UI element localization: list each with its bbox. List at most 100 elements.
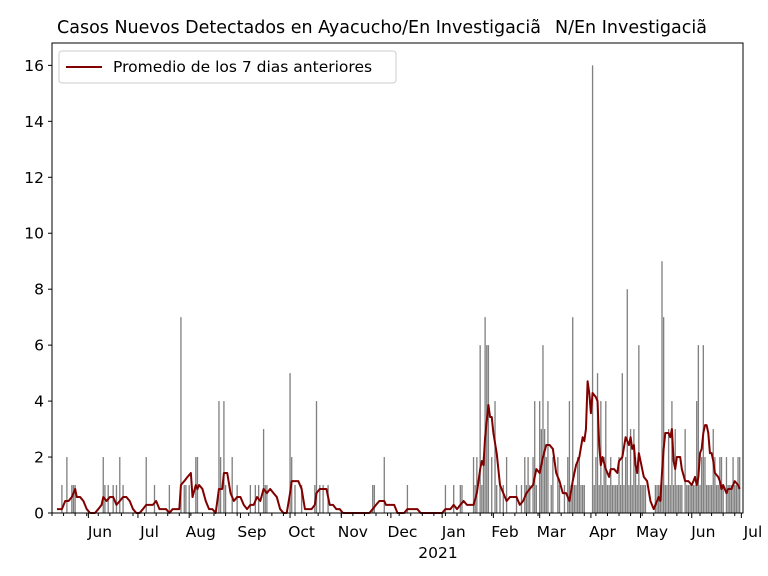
daily-bar — [223, 401, 225, 513]
daily-bar — [249, 485, 252, 513]
daily-bar — [616, 485, 619, 513]
daily-bar — [491, 457, 493, 513]
daily-bar — [236, 485, 238, 513]
x-year-label: 2021 — [418, 544, 457, 562]
daily-bar — [572, 317, 574, 513]
daily-bar — [705, 485, 708, 513]
x-tick-label: Feb — [491, 523, 518, 541]
daily-bar — [739, 457, 741, 513]
daily-bar — [481, 485, 483, 513]
daily-bar — [639, 485, 642, 513]
daily-bar — [654, 485, 657, 513]
daily-bar — [598, 485, 600, 513]
daily-bar — [677, 485, 680, 513]
daily-bar — [542, 345, 544, 513]
daily-bar — [714, 457, 716, 513]
daily-bar — [479, 345, 481, 513]
daily-bar — [634, 457, 637, 513]
daily-bar — [689, 485, 691, 513]
daily-bar — [666, 485, 668, 513]
daily-bar — [667, 429, 670, 513]
daily-bar — [573, 485, 576, 513]
daily-bar — [461, 485, 463, 513]
daily-bar — [558, 485, 561, 513]
daily-bar — [687, 485, 690, 513]
daily-bar — [529, 485, 531, 513]
daily-bar — [669, 485, 671, 513]
daily-bar — [72, 485, 75, 513]
daily-bar — [459, 485, 461, 513]
daily-bar — [266, 485, 268, 513]
daily-bar — [527, 457, 529, 513]
daily-bar — [623, 485, 625, 513]
daily-bar — [552, 457, 554, 513]
daily-bar — [122, 485, 124, 513]
daily-bar — [638, 345, 640, 513]
daily-bar — [315, 401, 318, 513]
x-tick-label: Jun — [87, 523, 112, 541]
daily-bar — [735, 485, 738, 513]
x-tick-label: Oct — [288, 523, 315, 541]
y-tick-label: 8 — [34, 281, 44, 299]
y-tick-label: 4 — [34, 393, 44, 411]
daily-bar — [502, 485, 504, 513]
daily-bar — [188, 485, 190, 513]
daily-bar — [704, 457, 706, 513]
y-tick-label: 14 — [24, 113, 44, 131]
daily-bar — [61, 485, 63, 513]
daily-bar — [231, 457, 233, 513]
daily-bar — [676, 485, 678, 513]
daily-bar — [539, 401, 541, 513]
x-tick-label: Jul — [139, 523, 159, 541]
daily-bar — [102, 457, 104, 513]
daily-bar — [715, 485, 718, 513]
daily-bar — [696, 401, 698, 513]
daily-bar — [66, 457, 68, 513]
legend-frame — [58, 50, 397, 84]
daily-bar — [482, 457, 485, 513]
daily-bar — [406, 485, 409, 513]
y-tick-label: 10 — [24, 225, 44, 243]
daily-bar — [262, 429, 265, 513]
x-tick-label: Dec — [387, 523, 417, 541]
daily-bar — [709, 485, 711, 513]
y-tick-label: 6 — [34, 337, 44, 355]
daily-bar — [550, 485, 552, 513]
daily-bar — [694, 485, 696, 513]
daily-bar — [294, 485, 296, 513]
chart-title: Casos Nuevos Detectados en Ayacucho/En I… — [57, 18, 721, 38]
daily-bar — [595, 457, 597, 513]
line-layer — [56, 380, 741, 514]
daily-bar — [613, 485, 615, 513]
plot-frame — [51, 42, 744, 514]
daily-bar — [606, 485, 609, 513]
daily-bar — [674, 429, 676, 513]
daily-bar — [611, 485, 614, 513]
daily-bar — [629, 429, 632, 513]
daily-bar — [697, 345, 700, 513]
daily-bar — [224, 485, 227, 513]
daily-bar — [601, 485, 604, 513]
daily-bar — [567, 457, 569, 513]
daily-bar — [672, 485, 675, 513]
y-axis: 0 2 4 6 8 10 12 14 16 — [24, 57, 52, 523]
daily-bar — [219, 457, 222, 513]
y-tick-label: 0 — [34, 505, 44, 523]
daily-bar — [664, 485, 666, 513]
daily-bar — [692, 485, 695, 513]
daily-bar — [289, 373, 291, 513]
daily-bar — [168, 485, 171, 513]
daily-bar — [661, 261, 663, 513]
daily-bar — [699, 485, 701, 513]
x-tick-label: Mar — [537, 523, 567, 541]
daily-bar — [681, 485, 683, 513]
daily-bar — [300, 485, 303, 513]
daily-bar — [615, 485, 617, 513]
daily-bar — [373, 485, 376, 513]
daily-bar — [322, 485, 324, 513]
x-tick-label: Sep — [237, 523, 266, 541]
daily-bar — [730, 485, 733, 513]
daily-bar — [524, 457, 526, 513]
daily-bar — [570, 485, 572, 513]
daily-bar — [729, 485, 731, 513]
